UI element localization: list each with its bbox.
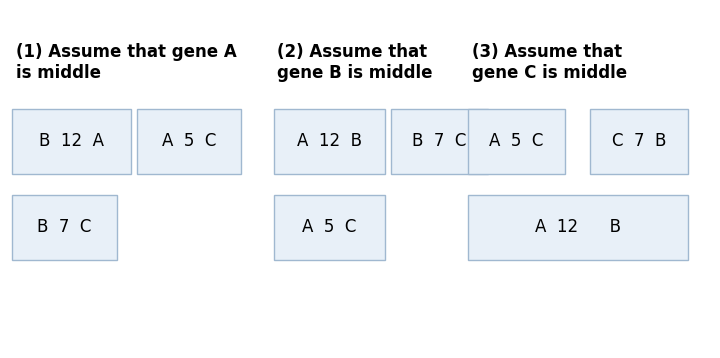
Text: A  5  C: A 5 C	[162, 132, 216, 150]
Text: A  5  C: A 5 C	[490, 132, 544, 150]
Text: B  7  C: B 7 C	[413, 132, 467, 150]
Text: A  12      B: A 12 B	[535, 218, 621, 236]
Text: B  7  C: B 7 C	[37, 218, 91, 236]
FancyBboxPatch shape	[12, 195, 117, 260]
FancyBboxPatch shape	[274, 195, 385, 260]
FancyBboxPatch shape	[391, 109, 488, 174]
Text: A  5  C: A 5 C	[302, 218, 356, 236]
FancyBboxPatch shape	[468, 109, 565, 174]
Text: (3) Assume that
gene C is middle: (3) Assume that gene C is middle	[472, 43, 626, 82]
FancyBboxPatch shape	[468, 195, 688, 260]
FancyBboxPatch shape	[274, 109, 385, 174]
FancyBboxPatch shape	[12, 109, 131, 174]
Text: (1) Assume that gene A
is middle: (1) Assume that gene A is middle	[16, 43, 237, 82]
Text: C  7  B: C 7 B	[612, 132, 666, 150]
Text: (2) Assume that
gene B is middle: (2) Assume that gene B is middle	[277, 43, 433, 82]
Text: B  12  A: B 12 A	[39, 132, 104, 150]
FancyBboxPatch shape	[590, 109, 688, 174]
FancyBboxPatch shape	[137, 109, 241, 174]
Text: A  12  B: A 12 B	[297, 132, 362, 150]
